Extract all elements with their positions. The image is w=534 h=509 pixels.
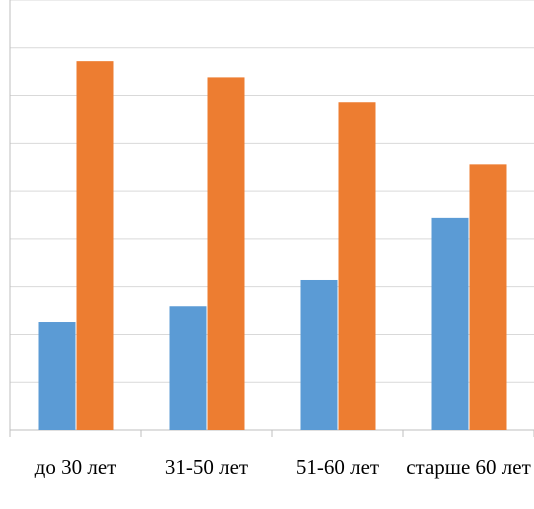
bar: [76, 61, 114, 431]
x-tick-label: 31-50 лет: [164, 455, 249, 479]
bar: [38, 322, 76, 430]
bar: [300, 279, 338, 430]
x-tick-label: 51-60 лет: [295, 455, 380, 479]
bar: [169, 306, 207, 430]
bar: [338, 102, 376, 430]
bar: [431, 217, 469, 430]
bar: [207, 77, 245, 431]
x-tick-label: до 30 лет: [34, 455, 117, 479]
x-tick-label: старше 60 лет: [406, 455, 531, 479]
bar: [469, 164, 507, 430]
